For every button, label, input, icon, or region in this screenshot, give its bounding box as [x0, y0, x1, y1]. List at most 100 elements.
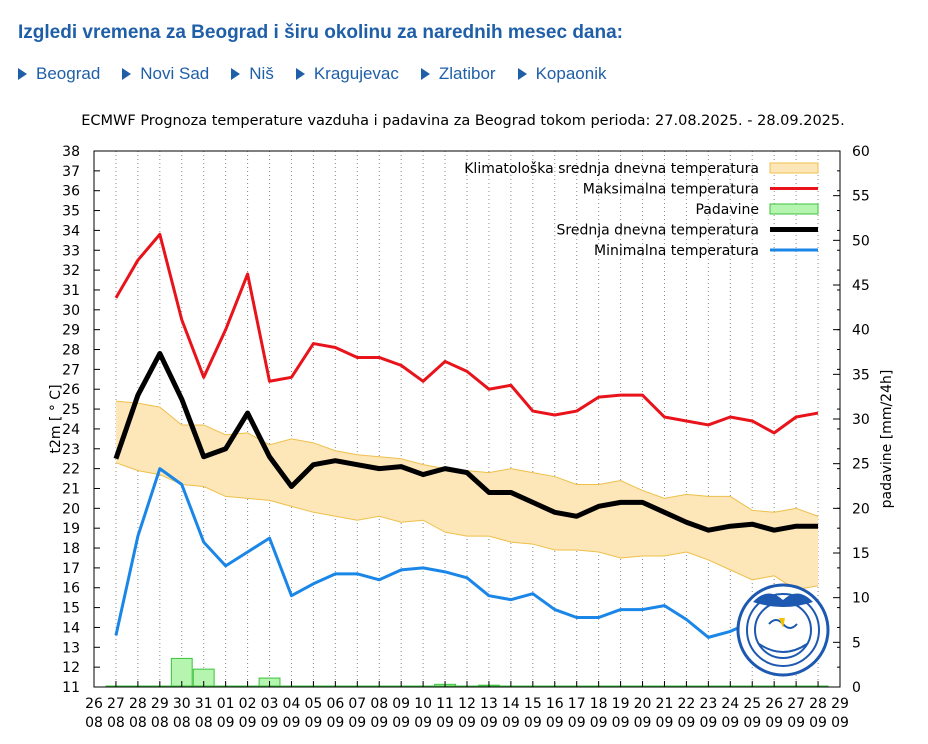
x-tick-label-month: 09 [831, 715, 849, 731]
y2-tick-label: 25 [852, 457, 870, 473]
y-tick-label: 36 [62, 184, 80, 200]
max-temperature-line [114, 232, 819, 435]
y-tick-label: 27 [62, 362, 80, 378]
x-tick-label-month: 09 [283, 715, 301, 731]
x-tick-label-day: 28 [129, 696, 147, 712]
x-tick-label-day: 05 [304, 696, 322, 712]
y2-tick-label: 40 [852, 323, 870, 339]
x-tick-label-day: 27 [107, 696, 125, 712]
x-tick-label-month: 08 [195, 715, 213, 731]
y-tick-label: 30 [62, 303, 80, 319]
x-tick-label-day: 26 [765, 696, 783, 712]
city-link-kragujevac[interactable]: Kragujevac [313, 64, 399, 83]
x-tick-label-day: 21 [656, 696, 674, 712]
play-arrow-icon [18, 68, 27, 80]
x-tick-label-month: 09 [546, 715, 564, 731]
y-tick-label: 25 [62, 402, 80, 418]
y-tick-label: 35 [62, 204, 80, 220]
x-tick-label-day: 06 [326, 696, 344, 712]
chart-legend: Klimatološka srednja dnevna temperatura M… [464, 161, 819, 259]
climate-band-lower-line [115, 462, 819, 591]
y2-tick-label: 55 [852, 189, 870, 205]
city-nav-item: Kopaonik [517, 64, 607, 84]
city-nav-item: Kragujevac [295, 64, 399, 84]
axes: 1112131415161718192021222324252627282930… [48, 144, 895, 731]
x-tick-label-day: 19 [612, 696, 630, 712]
rhmz-logo [736, 583, 830, 677]
y2-tick-label: 45 [852, 278, 870, 294]
x-tick-label-day: 07 [348, 696, 366, 712]
logo-cloud-icon [753, 593, 813, 607]
y-tick-label: 14 [62, 620, 80, 636]
x-tick-label-day: 22 [677, 696, 695, 712]
city-link-beograd[interactable]: Beograd [36, 64, 101, 83]
city-link-kopaonik[interactable]: Kopaonik [535, 64, 607, 83]
x-tick-label-day: 08 [370, 696, 388, 712]
y2-tick-label: 10 [852, 591, 870, 607]
y2-tick-label: 50 [852, 233, 870, 249]
x-tick-label-month: 09 [480, 715, 498, 731]
x-tick-label-day: 20 [634, 696, 652, 712]
x-tick-label-day: 28 [809, 696, 827, 712]
y-tick-label: 12 [62, 660, 80, 676]
legend-label: Minimalna temperatura [594, 243, 759, 259]
x-tick-label-month: 09 [458, 715, 476, 731]
x-tick-label-day: 10 [414, 696, 432, 712]
x-tick-label-month: 08 [151, 715, 169, 731]
grid [115, 151, 819, 687]
x-tick-label-day: 11 [436, 696, 454, 712]
logo-sun-icon [779, 618, 785, 628]
x-tick-label-day: 29 [151, 696, 169, 712]
x-tick-label-month: 09 [568, 715, 586, 731]
forecast-chart: ECMWF Prognoza temperature vazduha i pad… [48, 113, 895, 731]
x-tick-label-month: 09 [217, 715, 235, 731]
city-nav-item: Novi Sad [122, 64, 209, 84]
y-tick-label: 20 [62, 501, 80, 517]
y-tick-label: 31 [62, 283, 80, 299]
legend-label: Srednja dnevna temperatura [557, 223, 759, 239]
city-nav: Beograd Novi Sad Niš Kragujevac Zlatibor… [18, 64, 628, 84]
x-tick-label-month: 09 [677, 715, 695, 731]
y-tick-label: 23 [62, 442, 80, 458]
city-link-novi-sad[interactable]: Novi Sad [140, 64, 210, 83]
logo-ring-outer [736, 583, 830, 677]
y-tick-label: 38 [62, 144, 80, 160]
x-tick-label-month: 09 [590, 715, 608, 731]
y-tick-label: 33 [62, 243, 80, 259]
legend-label: Klimatološka srednja dnevna temperatura [464, 161, 759, 177]
x-tick-label-day: 17 [568, 696, 586, 712]
y2-tick-label: 20 [852, 501, 870, 517]
x-tick-label-day: 14 [502, 696, 520, 712]
x-tick-label-day: 26 [85, 696, 103, 712]
x-tick-label-day: 12 [458, 696, 476, 712]
logo-ring-middle [746, 593, 820, 667]
y-tick-label: 37 [62, 164, 80, 180]
x-tick-label-day: 18 [590, 696, 608, 712]
play-arrow-icon [122, 68, 132, 80]
legend-swatch-band [769, 162, 819, 174]
play-arrow-icon [295, 68, 305, 80]
city-nav-item: Zlatibor [420, 64, 496, 84]
x-tick-label-day: 24 [721, 696, 739, 712]
x-tick-label-day: 31 [195, 696, 213, 712]
climate-band-area [115, 401, 819, 590]
x-tick-label-month: 09 [348, 715, 366, 731]
x-tick-label-day: 15 [524, 696, 542, 712]
x-tick-label-month: 09 [721, 715, 739, 731]
city-link-nis[interactable]: Niš [249, 64, 274, 83]
y-tick-label: 26 [62, 382, 80, 398]
y2-tick-label: 60 [852, 144, 870, 160]
x-tick-label-month: 09 [656, 715, 674, 731]
y-tick-label: 34 [62, 223, 80, 239]
x-tick-label-month: 09 [743, 715, 761, 731]
y-tick-label: 18 [62, 541, 80, 557]
x-tick-label-month: 09 [239, 715, 257, 731]
x-tick-label-month: 09 [304, 715, 322, 731]
city-nav-item: Beograd [18, 64, 100, 84]
y-tick-label: 24 [62, 422, 80, 438]
play-arrow-icon [420, 68, 430, 80]
x-tick-label-month: 08 [173, 715, 191, 731]
legend-label: Padavine [695, 202, 759, 218]
city-link-zlatibor[interactable]: Zlatibor [438, 64, 496, 83]
x-tick-label-month: 09 [326, 715, 344, 731]
